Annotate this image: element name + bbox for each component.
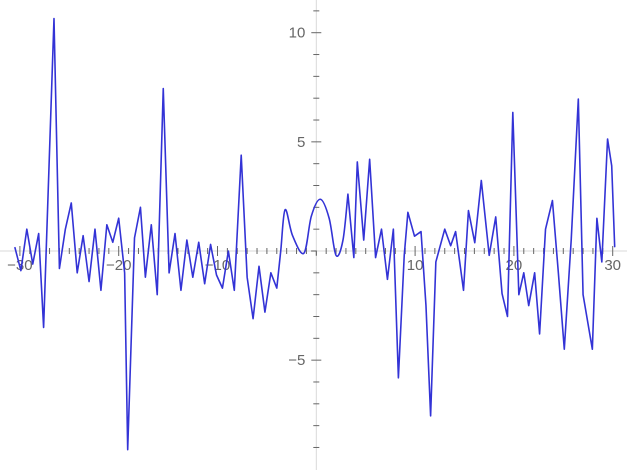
svg-text:10: 10 (407, 257, 424, 274)
svg-text:30: 30 (604, 257, 621, 274)
svg-text:−5: −5 (288, 352, 305, 369)
svg-text:5: 5 (297, 134, 305, 151)
svg-text:10: 10 (289, 25, 306, 42)
svg-text:−20: −20 (106, 257, 131, 274)
